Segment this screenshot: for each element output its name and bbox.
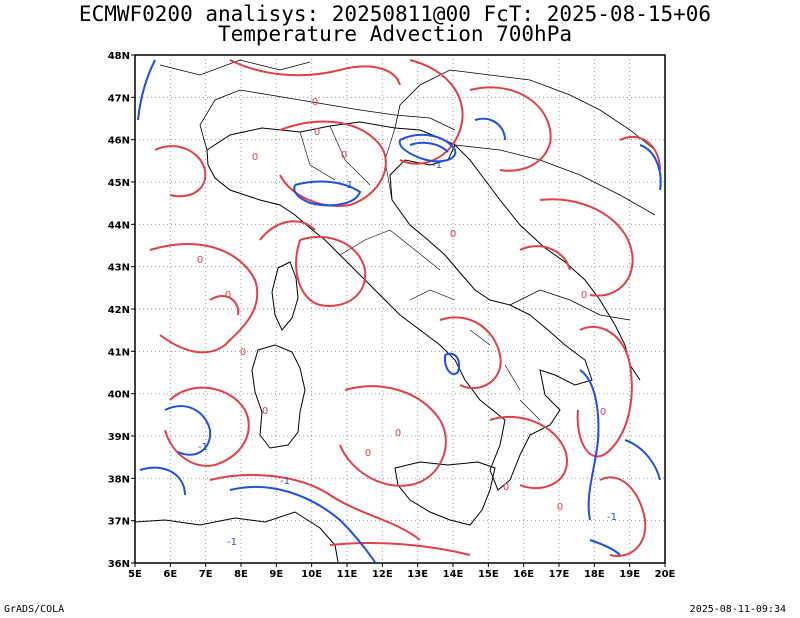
warm-contour-label: 0	[503, 482, 509, 493]
balkan-coastline	[454, 144, 641, 381]
cold-contour-label: -1	[607, 512, 617, 523]
warm-advection-contour	[469, 86, 552, 172]
warm-advection-contour	[576, 325, 633, 458]
cold-advection-contour	[579, 369, 600, 521]
warm-advection-contour	[329, 542, 471, 556]
cold-advection-contour	[443, 352, 461, 375]
sicily-coastline	[394, 461, 496, 526]
lat-tick-label: 41N	[108, 347, 130, 358]
lon-tick-label: 8E	[234, 569, 248, 580]
warm-advection-contour	[489, 415, 568, 490]
cold-advection-contour	[137, 59, 156, 121]
warm-advection-contour	[439, 316, 502, 390]
warm-advection-contour	[229, 59, 401, 86]
africa-coastline	[134, 511, 339, 563]
axis-labels: 5E 6E 7E 8E 9E 10E 11E 12E 13E 14E 15E 16E 17E 18E 19E…	[108, 51, 676, 580]
sardinia-coastline	[251, 344, 306, 449]
warm-advection-contour	[295, 235, 367, 307]
lat-tick-label: 43N	[108, 263, 130, 274]
cold-advection-contour	[409, 141, 449, 153]
lat-tick-label: 42N	[108, 305, 130, 316]
lon-tick-label: 19E	[619, 569, 640, 580]
lon-tick-label: 15E	[478, 569, 499, 580]
warm-contour-label: 0	[341, 150, 347, 161]
footer-timestamp: 2025-08-11-09:34	[689, 604, 786, 615]
lon-tick-label: 12E	[372, 569, 393, 580]
lon-tick-label: 16E	[513, 569, 534, 580]
warm-contour-label: 0	[197, 255, 203, 266]
warm-contour-label: 0	[600, 407, 606, 418]
lat-tick-label: 36N	[108, 559, 130, 570]
lon-tick-label: 11E	[337, 569, 358, 580]
cold-contour-label: -1	[432, 160, 442, 171]
cold-advection-contour	[624, 439, 661, 481]
lon-tick-label: 6E	[163, 569, 177, 580]
map-border	[134, 54, 666, 564]
temperature-advection-contours: 0 0 0 0 0 0 0 0 0 0 0 0 0 0 0 -1 -1 -1 -1 -1 -1	[137, 59, 662, 563]
warm-contour-label: 0	[395, 428, 401, 439]
warm-contour-label: 0	[314, 127, 320, 138]
country-borders	[159, 59, 656, 321]
warm-advection-contour	[339, 385, 447, 487]
cold-advection-contour	[474, 117, 506, 141]
lat-tick-label: 39N	[108, 432, 130, 443]
lat-tick-label: 38N	[108, 474, 130, 485]
lon-tick-label: 7E	[199, 569, 213, 580]
warm-contour-label: 0	[450, 229, 456, 240]
warm-advection-contour	[149, 243, 259, 354]
warm-advection-contour	[209, 474, 421, 541]
warm-advection-contour	[279, 120, 387, 207]
warm-advection-contour	[259, 220, 316, 241]
map-subtitle: Temperature Advection 700hPa	[217, 22, 572, 46]
warm-advection-contour	[154, 145, 207, 198]
cold-advection-contour	[139, 466, 186, 496]
warm-contour-label: 0	[252, 152, 258, 163]
cold-advection-contour	[639, 144, 662, 191]
lon-tick-label: 5E	[128, 569, 142, 580]
map-title: ECMWF0200 analisys: 20250811@00 FcT: 202…	[78, 2, 712, 26]
cold-contour-label: -1	[227, 537, 237, 548]
warm-contour-label: 0	[557, 502, 563, 513]
lon-tick-label: 17E	[549, 569, 570, 580]
warm-advection-contour	[209, 295, 240, 316]
warm-advection-contour	[399, 59, 464, 165]
warm-contour-label: 0	[240, 347, 246, 358]
cold-advection-contour	[293, 180, 362, 207]
warm-contour-label: 0	[581, 290, 587, 301]
lon-tick-label: 13E	[407, 569, 428, 580]
lat-tick-label: 40N	[108, 390, 130, 401]
lon-tick-label: 9E	[269, 569, 283, 580]
footer-credit: GrADS/COLA	[4, 604, 65, 615]
lat-tick-label: 45N	[108, 178, 130, 189]
warm-contour-label: 0	[225, 290, 231, 301]
lat-tick-label: 46N	[108, 136, 130, 147]
cold-advection-contour	[229, 485, 376, 563]
cold-advection-contour	[164, 405, 212, 456]
lat-tick-label: 37N	[108, 517, 130, 528]
lat-tick-label: 47N	[108, 93, 130, 104]
coastlines	[134, 59, 656, 563]
warm-contour-label: 0	[365, 448, 371, 459]
lon-tick-label: 10E	[301, 569, 322, 580]
lat-tick-label: 48N	[108, 51, 130, 62]
warm-advection-contour	[619, 135, 661, 171]
lon-tick-label: 14E	[443, 569, 464, 580]
warm-contour-label: 0	[262, 406, 268, 417]
italy-coastline	[206, 121, 593, 491]
cold-advection-contour	[398, 133, 457, 163]
cold-contour-label: -1	[280, 476, 290, 487]
cold-advection-contour	[589, 539, 621, 556]
warm-advection-contour	[599, 476, 647, 557]
warm-advection-contour	[519, 245, 571, 271]
cold-contour-label: -1	[343, 180, 353, 191]
warm-advection-contour	[164, 386, 250, 467]
warm-contour-label: 0	[312, 97, 318, 108]
lat-tick-label: 44N	[108, 220, 130, 231]
cold-contour-label: -1	[198, 442, 208, 453]
lon-tick-label: 18E	[584, 569, 605, 580]
lon-tick-label: 20E	[655, 569, 676, 580]
warm-advection-contour	[539, 198, 634, 297]
corsica-coastline	[271, 261, 299, 331]
